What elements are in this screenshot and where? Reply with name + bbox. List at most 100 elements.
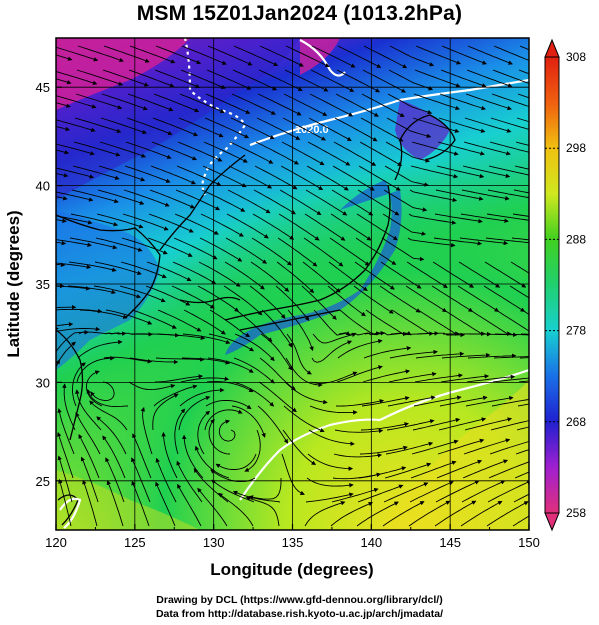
x-axis: 120 125 130 135 140 145 150 bbox=[45, 524, 540, 550]
y-tick-label: 30 bbox=[36, 375, 50, 390]
streamline bbox=[414, 69, 461, 88]
streamline bbox=[438, 117, 486, 133]
streamline bbox=[363, 45, 408, 69]
streamline bbox=[75, 412, 101, 455]
streamline bbox=[438, 417, 487, 431]
streamline bbox=[177, 483, 202, 527]
streamline bbox=[178, 117, 224, 138]
lat-lon-grid bbox=[56, 38, 529, 530]
streamline bbox=[357, 189, 400, 216]
streamline bbox=[383, 189, 428, 212]
streamline bbox=[518, 69, 529, 75]
streamline bbox=[71, 189, 119, 204]
streamline bbox=[391, 309, 434, 336]
streamline bbox=[19, 407, 22, 454]
streamline bbox=[233, 45, 279, 67]
streamline bbox=[90, 381, 115, 402]
streamline bbox=[251, 237, 292, 266]
streamline bbox=[287, 309, 314, 352]
streamline bbox=[461, 189, 510, 201]
streamline bbox=[155, 481, 176, 527]
streamline bbox=[333, 453, 383, 458]
streamline bbox=[225, 237, 268, 264]
streamline bbox=[517, 93, 529, 99]
streamline bbox=[56, 285, 91, 291]
streamline bbox=[56, 102, 71, 108]
streamline bbox=[434, 213, 483, 224]
streamline bbox=[513, 493, 529, 503]
streamline bbox=[79, 309, 128, 319]
streamline bbox=[284, 381, 328, 405]
streamline bbox=[233, 357, 275, 384]
streamline bbox=[493, 45, 529, 61]
streamline bbox=[327, 285, 366, 317]
streamline bbox=[69, 237, 118, 250]
x-tick-label: 120 bbox=[45, 535, 67, 550]
streamline bbox=[417, 309, 460, 336]
streamline bbox=[146, 261, 192, 282]
streamline bbox=[182, 333, 231, 345]
streamline bbox=[95, 237, 143, 252]
streamline bbox=[93, 285, 142, 299]
streamline bbox=[464, 117, 512, 133]
streamline bbox=[56, 215, 93, 225]
streamline bbox=[360, 117, 404, 142]
streamline bbox=[56, 78, 72, 85]
streamline bbox=[99, 141, 147, 158]
streamline bbox=[56, 262, 92, 270]
colorbar-max-arrow-icon bbox=[544, 38, 560, 58]
streamline bbox=[96, 416, 127, 455]
streamline bbox=[492, 377, 529, 383]
streamline bbox=[259, 357, 296, 391]
streamline bbox=[283, 405, 325, 433]
streamline bbox=[365, 309, 408, 337]
streamline bbox=[491, 93, 529, 107]
streamline bbox=[131, 457, 151, 503]
streamline bbox=[126, 117, 173, 136]
streamline bbox=[120, 261, 167, 279]
streamline bbox=[224, 261, 265, 290]
streamline bbox=[175, 189, 221, 211]
streamline bbox=[68, 261, 117, 272]
streamline bbox=[464, 417, 513, 431]
credit-line-1: Drawing by DCL (https://www.gfd-dennou.o… bbox=[156, 594, 443, 606]
streamline bbox=[461, 480, 506, 503]
streamline bbox=[516, 426, 529, 431]
streamline bbox=[255, 141, 299, 165]
streamline bbox=[516, 117, 529, 123]
streamline bbox=[74, 117, 122, 133]
streamline bbox=[359, 445, 408, 455]
streamline bbox=[309, 93, 354, 117]
streamline bbox=[127, 93, 174, 112]
streamline bbox=[218, 492, 254, 527]
streamline bbox=[329, 237, 370, 266]
x-axis-title: Longitude (degrees) bbox=[210, 560, 373, 579]
streamline bbox=[201, 189, 246, 212]
streamline bbox=[519, 45, 529, 51]
colorbar-label: 268 bbox=[566, 415, 586, 429]
streamline bbox=[77, 45, 124, 63]
streamline bbox=[439, 93, 486, 111]
streamline bbox=[132, 433, 152, 479]
streamline bbox=[467, 45, 513, 65]
x-tick-label: 125 bbox=[124, 535, 146, 550]
streamline bbox=[129, 357, 179, 365]
streamline bbox=[409, 189, 458, 203]
streamline bbox=[511, 237, 529, 241]
streamline bbox=[330, 213, 372, 241]
streamline bbox=[443, 309, 486, 336]
colorbar-min-arrow-icon bbox=[544, 512, 560, 532]
streamline bbox=[302, 261, 341, 293]
streamline bbox=[106, 480, 124, 527]
credit-line-2: Data from http://database.rish.kyoto-u.a… bbox=[155, 608, 444, 620]
streamline bbox=[517, 403, 529, 407]
streamline bbox=[412, 117, 460, 133]
streamline bbox=[384, 165, 429, 187]
streamline bbox=[460, 213, 509, 223]
streamline bbox=[72, 362, 86, 407]
streamline bbox=[183, 309, 226, 335]
streamline bbox=[334, 428, 384, 434]
streamline bbox=[495, 309, 529, 332]
streamline bbox=[150, 165, 197, 185]
streamline bbox=[509, 285, 529, 299]
